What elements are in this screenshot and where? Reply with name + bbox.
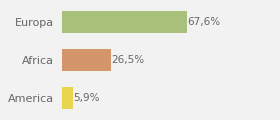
Bar [62, 87, 73, 109]
Bar [62, 49, 111, 71]
Text: 5,9%: 5,9% [73, 93, 100, 103]
Text: 67,6%: 67,6% [187, 17, 221, 27]
Bar [62, 11, 186, 33]
Text: 26,5%: 26,5% [111, 55, 145, 65]
